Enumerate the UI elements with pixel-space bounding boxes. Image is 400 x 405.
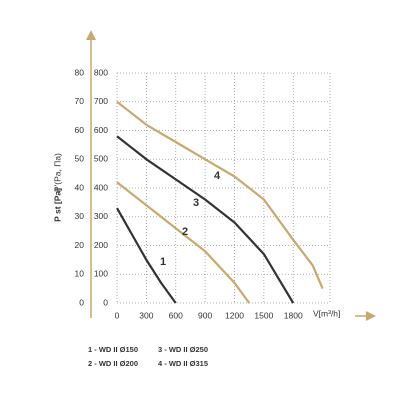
x-tick-label: 300 [139, 310, 153, 320]
y-tick-label: 0 [103, 297, 108, 307]
curve-label: 4 [214, 170, 221, 182]
y2-label: P'(Pa, Па) [52, 153, 62, 192]
y-tick-label: 200 [94, 240, 108, 250]
x-tick-label: 1800 [284, 310, 303, 320]
y2-tick-label: 40 [75, 182, 85, 192]
y-arrow [86, 30, 96, 318]
legend-entry: 1 - WD II Ø150 [88, 345, 138, 354]
legend-entry: 2 - WD II Ø200 [88, 359, 138, 368]
x-tick-label: 1200 [225, 310, 244, 320]
curve-label: 3 [193, 197, 199, 209]
y-tick-label: 800 [94, 67, 108, 77]
y2-tick-label: 60 [75, 125, 85, 135]
curve-label: 1 [160, 256, 166, 268]
curve [116, 207, 177, 304]
y2-tick-label: 50 [75, 154, 85, 164]
x-label: V[m³/h] [313, 308, 340, 318]
y-tick-label: 700 [94, 96, 108, 106]
legend-entry: 3 - WD II Ø250 [158, 345, 208, 354]
y2-tick-label: 70 [75, 96, 85, 106]
y2-tick-label: 20 [75, 240, 85, 250]
x-tick-label: 1500 [254, 310, 273, 320]
y-tick-label: 100 [94, 269, 108, 279]
curve [116, 181, 251, 304]
x-arrow [355, 311, 376, 321]
y2-tick-label: 30 [75, 211, 85, 221]
x-tick-label: 600 [169, 310, 183, 320]
y-tick-label: 600 [94, 125, 108, 135]
y-label: P st [Pa] [52, 188, 62, 222]
curve-label: 2 [182, 226, 188, 238]
y-tick-label: 300 [94, 211, 108, 221]
y-tick-label: 400 [94, 182, 108, 192]
y2-tick-label: 0 [79, 297, 84, 307]
legend-entry: 4 - WD II Ø315 [158, 359, 208, 368]
y2-tick-label: 80 [75, 67, 85, 77]
curve [116, 135, 295, 304]
x-tick-label: 0 [115, 310, 120, 320]
curve [116, 100, 324, 290]
y-tick-label: 500 [94, 154, 108, 164]
y2-tick-label: 10 [75, 269, 85, 279]
x-tick-label: 900 [198, 310, 212, 320]
